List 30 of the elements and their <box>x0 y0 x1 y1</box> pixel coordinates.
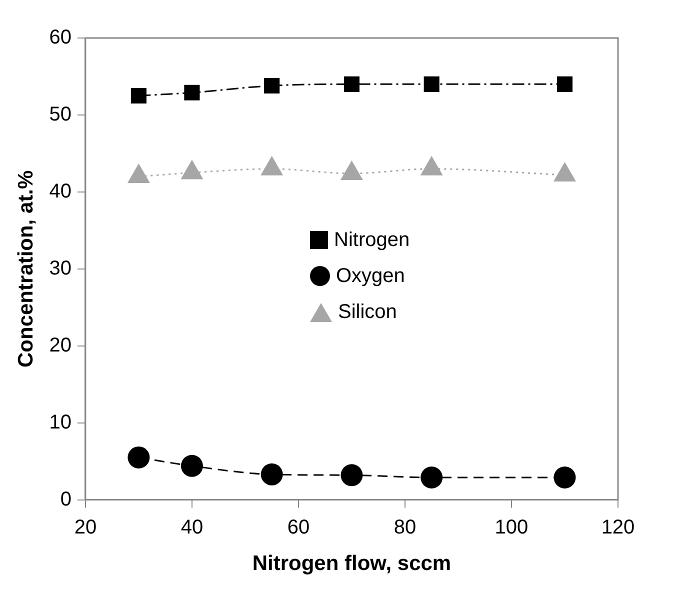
legend-label: Oxygen <box>336 264 405 288</box>
y-tick-label: 30 <box>49 257 72 280</box>
x-tick-label: 40 <box>180 516 204 538</box>
y-tick-label: 0 <box>60 488 72 510</box>
point <box>130 88 146 104</box>
y-tick-label: 40 <box>49 180 72 202</box>
x-tick-label: 80 <box>394 516 416 538</box>
x-tick-label: 20 <box>74 516 97 538</box>
legend-label: Silicon <box>338 300 397 324</box>
point <box>344 76 360 92</box>
point <box>184 84 200 100</box>
y-tick-label: 20 <box>49 334 72 356</box>
x-tick-label: 100 <box>494 516 528 538</box>
legend-label: Nitrogen <box>334 228 410 252</box>
x-axis-title: Nitrogen flow, sccm <box>252 552 452 576</box>
point <box>556 76 573 92</box>
point <box>424 76 440 92</box>
y-tick-label: 50 <box>49 103 72 126</box>
y-tick-label: 60 <box>49 26 72 49</box>
point <box>180 454 203 477</box>
point <box>420 466 443 488</box>
point <box>260 463 283 486</box>
x-tick-label: 60 <box>287 516 310 538</box>
y-tick-label: 10 <box>49 411 72 434</box>
point <box>264 78 280 94</box>
point <box>128 446 150 468</box>
point <box>554 466 576 488</box>
y-axis-title: Concentration, at.% <box>14 170 38 368</box>
point <box>340 464 363 486</box>
x-tick-label: 120 <box>601 516 635 538</box>
